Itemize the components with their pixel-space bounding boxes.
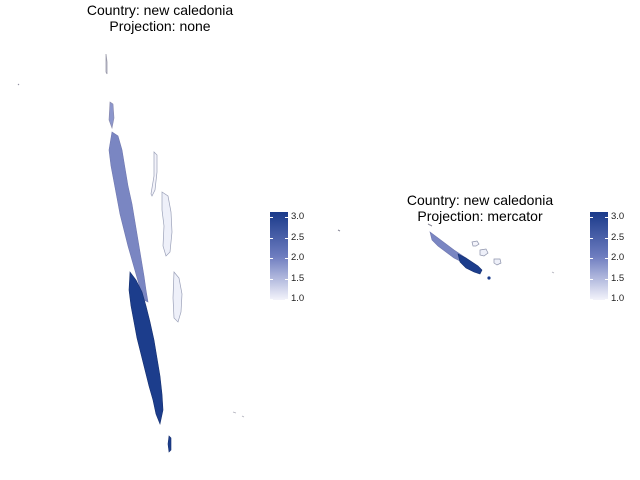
legend-tick-mark xyxy=(590,258,593,259)
map-title: Country: new caledonia Projection: merca… xyxy=(320,192,640,224)
legend-tick-label: 3.0 xyxy=(611,211,625,222)
legend-tick-mark xyxy=(590,217,593,218)
region-isle-of-pines xyxy=(167,435,172,453)
map-title: Country: new caledonia Projection: none xyxy=(0,2,320,34)
map-panel-no-projection: Country: new caledonia Projection: none xyxy=(0,2,320,453)
region-loyalty-mare xyxy=(493,258,502,266)
islet-south-1 xyxy=(232,411,237,414)
region-north-province xyxy=(108,131,149,303)
legend-tick-mark xyxy=(270,258,273,259)
islet-south-2 xyxy=(241,415,245,418)
legend-tick-mark xyxy=(605,238,608,239)
legend-tick-label: 2.0 xyxy=(291,252,305,263)
legend-gradient xyxy=(270,212,288,300)
legend-tick-mark xyxy=(285,217,288,218)
map-title-projection: Projection: mercator xyxy=(417,208,543,224)
legend-tick-mark xyxy=(285,279,288,280)
region-loyalty-ouvea xyxy=(150,151,158,197)
islet-north xyxy=(427,223,433,227)
map-title-country: Country: new caledonia xyxy=(406,192,554,208)
islet-west xyxy=(337,229,341,232)
legend-tick-label: 3.0 xyxy=(291,211,305,222)
islet-north xyxy=(105,53,108,75)
region-isle-of-pines xyxy=(487,276,491,280)
legend-tick-label: 2.5 xyxy=(291,232,305,243)
legend-tick-label: 1.0 xyxy=(291,293,305,304)
choropleth-map xyxy=(337,223,555,280)
region-north-tip xyxy=(108,101,115,130)
legend-tick-label: 1.5 xyxy=(291,273,305,284)
legend-tick-mark xyxy=(590,279,593,280)
legend-tick-mark xyxy=(605,258,608,259)
legend-tick-mark xyxy=(270,217,273,218)
legend-tick-mark xyxy=(270,299,273,300)
legend-colorbar: 3.0 2.5 2.0 1.5 1.0 xyxy=(590,212,630,312)
legend-tick-mark xyxy=(590,238,593,239)
region-south-province xyxy=(128,271,164,426)
legend-tick-label: 1.0 xyxy=(611,293,625,304)
region-loyalty-mare xyxy=(172,271,183,323)
region-loyalty-lifou xyxy=(479,248,489,257)
region-loyalty-ouvea xyxy=(471,240,480,247)
region-loyalty-lifou xyxy=(161,191,173,257)
map-panel-mercator: Country: new caledonia Projection: merca… xyxy=(320,0,640,480)
legend-tick-mark xyxy=(605,299,608,300)
legend-colorbar: 3.0 2.5 2.0 1.5 1.0 xyxy=(270,212,310,312)
map-title-country: Country: new caledonia xyxy=(86,2,234,18)
map-title-projection: Projection: none xyxy=(109,18,211,34)
legend-tick-mark xyxy=(605,279,608,280)
legend-tick-label: 2.5 xyxy=(611,232,625,243)
legend-tick-mark xyxy=(270,279,273,280)
legend-tick-mark xyxy=(285,258,288,259)
legend-tick-label: 1.5 xyxy=(611,273,625,284)
legend-tick-mark xyxy=(270,238,273,239)
legend-tick-label: 2.0 xyxy=(611,252,625,263)
region-south-province xyxy=(457,253,483,275)
legend-gradient xyxy=(590,212,608,300)
islet-east xyxy=(551,271,555,274)
legend-tick-mark xyxy=(605,217,608,218)
legend-tick-mark xyxy=(285,299,288,300)
legend-tick-mark xyxy=(590,299,593,300)
legend-tick-mark xyxy=(285,238,288,239)
choropleth-map xyxy=(17,53,245,453)
islet-northwest xyxy=(17,83,20,86)
